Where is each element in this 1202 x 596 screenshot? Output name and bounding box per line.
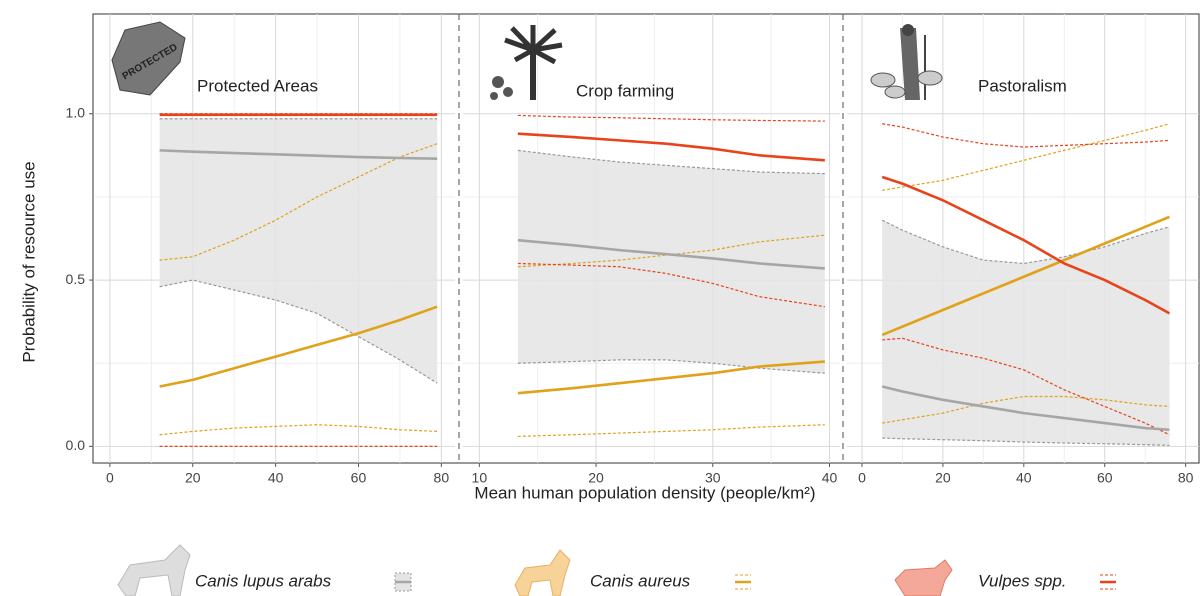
panel-title: Protected Areas (197, 76, 318, 95)
y-tick-label: 1.0 (66, 104, 86, 120)
x-tick-label: 20 (935, 470, 951, 486)
jackal-icon (515, 550, 570, 596)
x-tick-label: 60 (351, 470, 367, 486)
ci-band (518, 150, 825, 373)
y-tick-label: 0.5 (66, 271, 86, 287)
chart: PROTECTED Protected Areas020406080Crop f… (0, 0, 1202, 596)
x-tick-label: 80 (434, 470, 450, 486)
y-tick-label: 0.0 (66, 437, 86, 453)
x-tick-label: 60 (1097, 470, 1113, 486)
x-tick-label: 40 (1016, 470, 1032, 486)
wolf-icon (118, 545, 190, 596)
panel-title: Crop farming (576, 81, 674, 100)
fox-icon (895, 560, 952, 596)
panel-title: Pastoralism (978, 76, 1067, 95)
x-tick-label: 40 (822, 470, 838, 486)
legend-label: Canis aureus (590, 571, 691, 590)
x-tick-label: 40 (268, 470, 284, 486)
x-tick-label: 0 (858, 470, 866, 486)
x-tick-label: 20 (185, 470, 201, 486)
y-axis-label: Probability of resource use (19, 161, 38, 362)
x-axis-label: Mean human population density (people/km… (474, 483, 815, 502)
legend-label: Vulpes spp. (978, 571, 1067, 590)
legend-label: Canis lupus arabs (195, 571, 332, 590)
x-tick-label: 0 (106, 470, 114, 486)
x-tick-label: 80 (1178, 470, 1194, 486)
